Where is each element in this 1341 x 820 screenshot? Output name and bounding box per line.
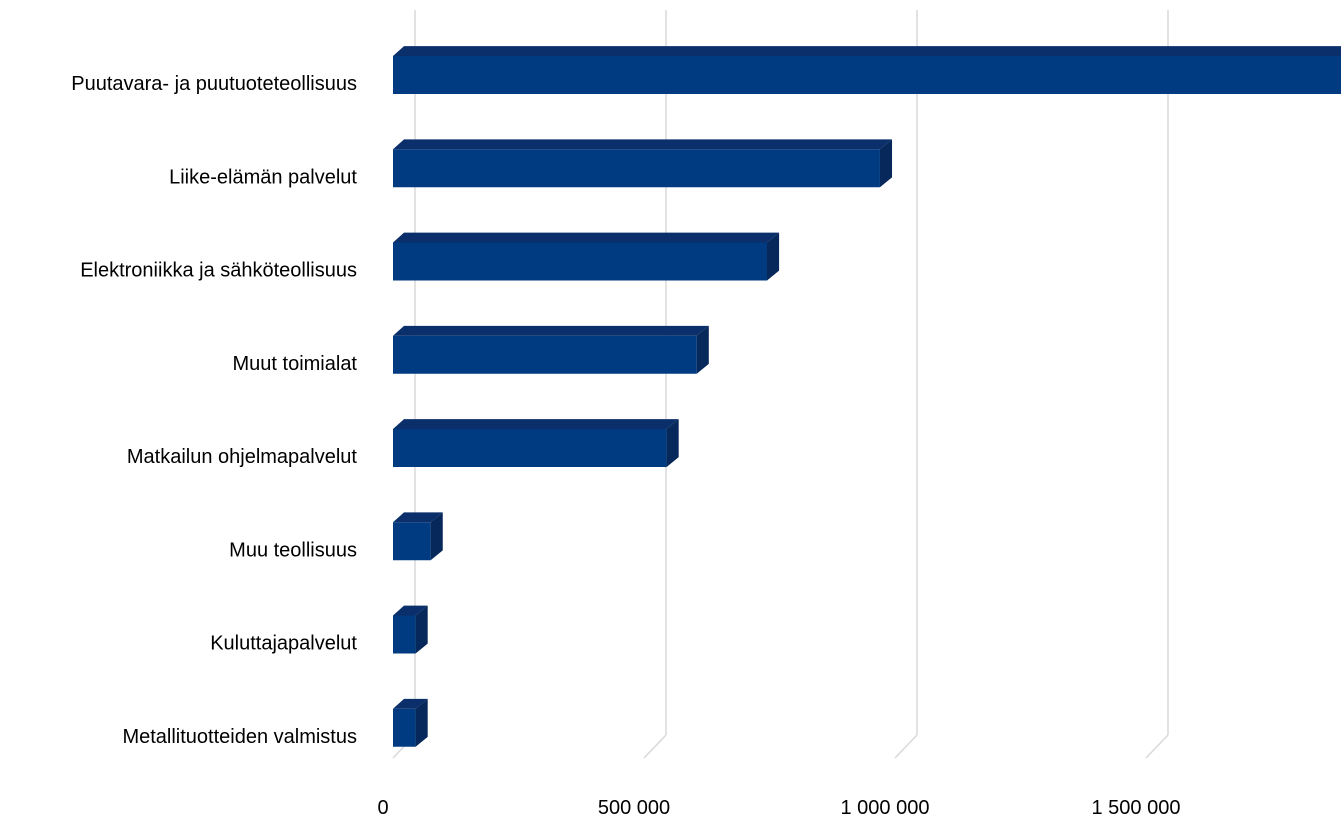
x-tick-label: 1 500 000 (1092, 797, 1181, 819)
bar (393, 232, 780, 281)
category-labels: Puutavara- ja puutuoteteollisuus Liike-el… (71, 73, 357, 748)
bar-top (393, 46, 1341, 56)
bar-front (393, 708, 416, 747)
category-label: Metallituotteiden valmistus (122, 726, 357, 748)
bar (393, 46, 1341, 94)
bar-top (393, 419, 679, 429)
bar (393, 325, 709, 374)
bar-side (415, 698, 428, 747)
category-label: Puutavara- ja puutuoteteollisuus (71, 73, 357, 95)
category-label: Elektroniikka ja sähköteollisuus (80, 260, 357, 282)
gridline-floor (1145, 734, 1169, 759)
bar-side (415, 605, 428, 654)
bar-front (393, 615, 416, 654)
gridline-floor (894, 734, 918, 759)
gridline-floor (643, 734, 667, 759)
bar (393, 419, 679, 467)
bar-top (393, 605, 428, 616)
bar-top (393, 139, 893, 150)
x-tick-label: 1 000 000 (841, 797, 930, 819)
bar-side (879, 139, 893, 188)
bar (393, 698, 428, 747)
category-label: Kuluttajapalvelut (210, 633, 357, 655)
bar-front (393, 335, 697, 374)
category-label: Matkailun ohjelmapalvelut (127, 446, 358, 468)
bar-front (393, 429, 667, 467)
bar-top (393, 325, 709, 336)
category-label: Muut toimialat (233, 353, 358, 375)
bar-front (393, 242, 767, 281)
bar (393, 605, 428, 654)
bar-side (766, 232, 780, 281)
bar-side (666, 419, 679, 467)
bar (393, 139, 893, 188)
bar-top (393, 232, 780, 243)
bar-side (696, 325, 709, 374)
bar-front (393, 149, 880, 188)
category-label: Muu teollisuus (229, 539, 357, 561)
bar-top (393, 512, 443, 523)
bars (393, 46, 1341, 747)
x-tick-label: 500 000 (598, 797, 670, 819)
bar-front (393, 522, 431, 561)
grid-lines (392, 10, 1169, 759)
bar (393, 512, 443, 561)
x-tick-label: 0 (377, 797, 388, 819)
bar-side (430, 512, 443, 561)
bar-front (393, 56, 1341, 94)
category-label: Liike-elämän palvelut (169, 166, 357, 188)
bar-top (393, 698, 428, 709)
